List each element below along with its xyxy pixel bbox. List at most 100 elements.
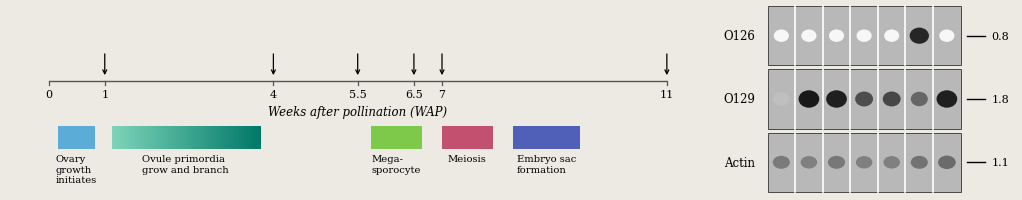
Text: 1: 1 [101,90,108,100]
Bar [152,126,154,150]
Bar [158,126,160,150]
Bar [213,126,215,150]
Bar [442,126,493,150]
Bar [112,126,114,150]
Bar [199,126,201,150]
Bar [197,126,198,150]
Bar [127,126,128,150]
Bar [141,126,143,150]
Bar [257,126,259,150]
Bar [246,126,248,150]
Text: Mega-
sporocyte: Mega- sporocyte [372,155,421,174]
Bar [170,126,172,150]
Bar [148,126,150,150]
Bar [183,126,185,150]
Ellipse shape [855,92,873,107]
Bar [130,126,132,150]
Text: Ovule primordia
grow and branch: Ovule primordia grow and branch [142,155,229,174]
Bar [129,126,131,150]
Ellipse shape [911,92,928,107]
Bar [218,126,220,150]
Bar [135,126,137,150]
Bar [138,126,139,150]
Ellipse shape [801,30,817,43]
Bar [128,126,130,150]
Ellipse shape [938,156,956,169]
Bar [145,126,147,150]
Bar [162,126,165,150]
Ellipse shape [774,30,789,43]
Bar [251,126,253,150]
Bar [123,126,125,150]
Bar [245,126,247,150]
Bar [211,126,213,150]
Ellipse shape [883,92,900,107]
Bar [253,126,256,150]
Text: 6.5: 6.5 [405,90,423,100]
Ellipse shape [883,156,900,169]
Bar [252,126,254,150]
Bar [203,126,205,150]
Bar [192,126,194,150]
Bar [144,126,145,150]
Bar [147,126,149,150]
Bar [131,126,133,150]
Bar [248,126,250,150]
Bar [182,126,184,150]
Bar [181,126,183,150]
Bar [125,126,127,150]
Bar [114,126,115,150]
Bar [122,126,124,150]
Bar [157,126,159,150]
Bar [164,126,166,150]
Text: O126: O126 [724,30,755,43]
Bar [216,126,218,150]
Text: O129: O129 [724,93,755,106]
Ellipse shape [773,156,790,169]
Bar [204,126,206,150]
Bar [258,126,260,150]
Bar [224,126,226,150]
Bar [233,126,235,150]
Bar [371,126,422,150]
Bar [189,126,191,150]
Bar [151,126,153,150]
Bar [165,126,167,150]
Bar [153,126,155,150]
Bar [238,126,239,150]
Bar [259,126,261,150]
Ellipse shape [939,30,955,43]
Ellipse shape [884,30,899,43]
Bar [212,126,214,150]
Bar [169,126,171,150]
Bar [768,133,961,192]
Bar [239,126,241,150]
Bar [191,126,192,150]
Bar [119,126,121,150]
Bar [178,126,180,150]
Bar [247,126,249,150]
Text: Embryo sac
formation: Embryo sac formation [517,155,576,174]
Bar [230,126,232,150]
Bar [206,126,208,150]
Ellipse shape [910,28,929,45]
Bar [111,126,113,150]
Bar [195,126,197,150]
Bar [136,126,138,150]
Bar [244,126,245,150]
Bar [207,126,210,150]
Bar [231,126,233,150]
Bar [240,126,242,150]
Bar [150,126,151,150]
Ellipse shape [829,30,844,43]
Bar [768,7,961,66]
Bar [236,126,238,150]
Bar [221,126,222,150]
Bar [115,126,118,150]
Bar [513,126,580,150]
Bar [222,126,224,150]
Bar [139,126,141,150]
Bar [168,126,169,150]
Text: 0: 0 [45,90,52,100]
Bar [184,126,186,150]
